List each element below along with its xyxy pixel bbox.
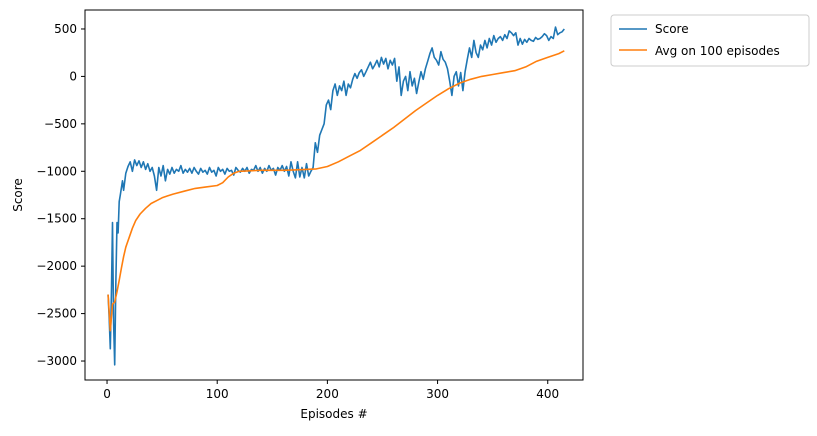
x-axis-label: Episodes # <box>300 407 367 421</box>
legend-label-avg: Avg on 100 episodes <box>655 44 780 58</box>
y-tick-label: 0 <box>69 69 77 83</box>
y-axis-label: Score <box>11 178 25 212</box>
legend-label-score: Score <box>655 22 689 36</box>
legend-frame <box>610 14 810 67</box>
x-tick-label: 200 <box>316 387 339 401</box>
y-tick-label: −500 <box>44 117 77 131</box>
series-line-score <box>107 26 565 366</box>
x-axis-ticks: 0 100 200 300 400 <box>103 380 559 401</box>
y-tick-label: −2500 <box>36 307 77 321</box>
legend: Score Avg on 100 episodes <box>610 14 810 67</box>
plot-frame <box>84 9 584 381</box>
plot-area <box>107 26 565 366</box>
x-tick-label: 400 <box>536 387 559 401</box>
x-tick-label: 100 <box>206 387 229 401</box>
series-line-avg-100 <box>107 50 565 332</box>
y-tick-label: −2000 <box>36 259 77 273</box>
x-tick-label: 300 <box>426 387 449 401</box>
y-tick-label: −1000 <box>36 164 77 178</box>
y-axis-ticks: −3000 −2500 −2000 −1500 −1000 −500 0 500 <box>36 22 85 368</box>
y-tick-label: −1500 <box>36 212 77 226</box>
y-tick-label: 500 <box>54 22 77 36</box>
x-tick-label: 0 <box>103 387 111 401</box>
y-tick-label: −3000 <box>36 354 77 368</box>
